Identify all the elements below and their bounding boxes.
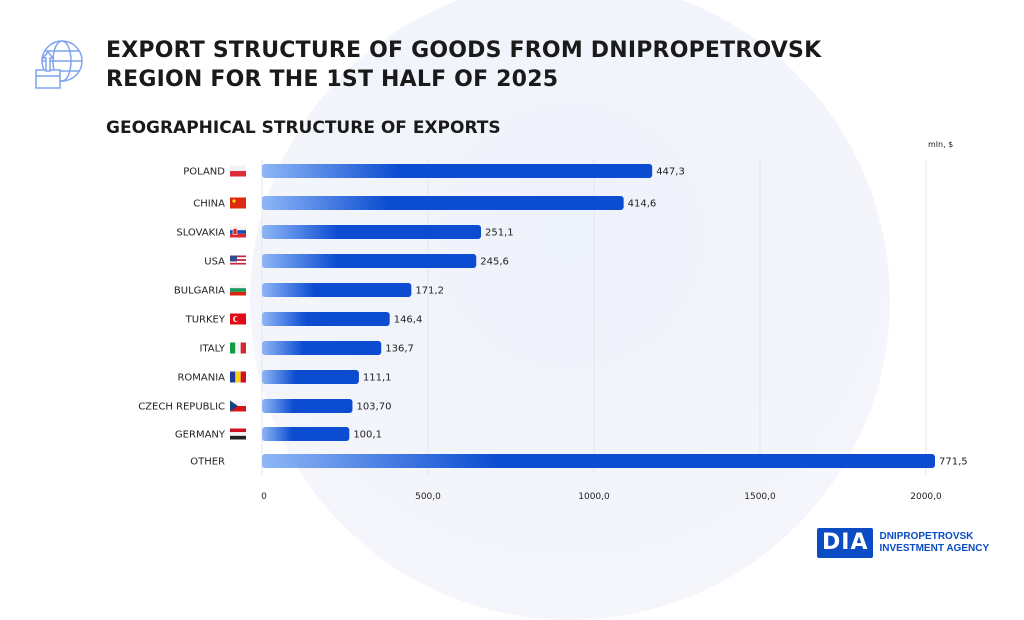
category-label: ROMANIA xyxy=(177,373,225,384)
bar-row: BULGARIA 171,2 xyxy=(174,283,444,297)
bar-row: CHINA 414,6 xyxy=(193,196,656,210)
turkey-flag-icon xyxy=(230,313,246,325)
value-label: 771,5 xyxy=(939,457,968,468)
background-circle xyxy=(250,0,890,620)
bar-row: CZECH REPUBLIC 103,70 xyxy=(138,399,391,413)
unit-label: mln, $ xyxy=(928,140,954,149)
globe-export-box-icon xyxy=(33,38,87,96)
value-label: 251,1 xyxy=(485,228,514,239)
bar xyxy=(262,164,653,178)
bar xyxy=(262,283,412,297)
x-tick-label: 500,0 xyxy=(415,492,441,502)
bar xyxy=(262,399,353,413)
bar xyxy=(262,312,390,326)
logo-mark: DIA xyxy=(817,528,874,558)
bar-row: GERMANY 100,1 xyxy=(175,427,382,441)
x-tick-label: 1500,0 xyxy=(744,492,776,502)
category-label: POLAND xyxy=(183,167,225,178)
chart-subtitle: GEOGRAPHICAL STRUCTURE OF EXPORTS xyxy=(106,118,501,138)
category-label: USA xyxy=(204,257,225,268)
bar-row: OTHER 771,5 xyxy=(190,454,968,468)
category-label: BULGARIA xyxy=(174,286,225,297)
title-line-1: EXPORT STRUCTURE OF GOODS FROM DNIPROPET… xyxy=(106,38,822,63)
value-label: 146,4 xyxy=(394,315,423,326)
bar-row: POLAND 447,3 xyxy=(183,164,685,178)
category-label: SLOVAKIA xyxy=(176,228,225,239)
bar-row: USA 245,6 xyxy=(204,254,509,268)
bar xyxy=(262,427,350,441)
value-label: 245,6 xyxy=(480,257,509,268)
category-label: TURKEY xyxy=(185,315,226,326)
bar xyxy=(262,370,359,384)
x-tick-label: 1000,0 xyxy=(578,492,610,502)
x-tick-label: 0 xyxy=(261,492,267,502)
x-tick-label: 2000,0 xyxy=(910,492,942,502)
logo-line-1: DNIPROPETROVSK xyxy=(879,531,974,542)
bar xyxy=(262,454,935,468)
bar-chart: 0 500,0 1000,0 1500,0 2000,0 POLAND 447,3 CHINA… xyxy=(138,160,968,502)
bar-row: SLOVAKIA 251,1 xyxy=(176,225,514,239)
bar-row: TURKEY 146,4 xyxy=(185,312,423,326)
category-label: OTHER xyxy=(190,457,225,468)
bar-row: ITALY 136,7 xyxy=(200,341,414,355)
category-label: GERMANY xyxy=(175,430,226,441)
romania-flag-icon xyxy=(230,371,246,383)
czech-flag-icon xyxy=(230,400,246,412)
title-line-2: REGION FOR THE 1ST HALF OF 2025 xyxy=(106,67,559,92)
poland-flag-icon xyxy=(230,165,246,177)
dia-logo: DIA DNIPROPETROVSK INVESTMENT AGENCY xyxy=(817,528,989,558)
italy-flag-icon xyxy=(230,342,246,354)
category-label: CZECH REPUBLIC xyxy=(138,402,225,413)
bar xyxy=(262,254,477,268)
logo-line-2: INVESTMENT AGENCY xyxy=(879,543,990,554)
bulgaria-flag-icon xyxy=(230,284,246,296)
value-label: 111,1 xyxy=(363,373,392,384)
china-flag-icon xyxy=(230,197,246,209)
value-label: 414,6 xyxy=(628,199,657,210)
bar xyxy=(262,196,624,210)
bar xyxy=(262,225,482,239)
page-title: EXPORT STRUCTURE OF GOODS FROM DNIPROPET… xyxy=(106,36,821,94)
value-label: 100,1 xyxy=(353,430,382,441)
value-label: 136,7 xyxy=(385,344,414,355)
slovakia-flag-icon xyxy=(230,226,246,238)
value-label: 103,70 xyxy=(356,402,391,413)
bar-row: ROMANIA 111,1 xyxy=(177,370,392,384)
germany-flag-icon xyxy=(230,428,246,440)
value-label: 447,3 xyxy=(656,167,685,178)
category-label: ITALY xyxy=(200,344,226,355)
category-label: CHINA xyxy=(193,199,225,210)
value-label: 171,2 xyxy=(415,286,444,297)
bar xyxy=(262,341,382,355)
usa-flag-icon xyxy=(230,255,246,267)
